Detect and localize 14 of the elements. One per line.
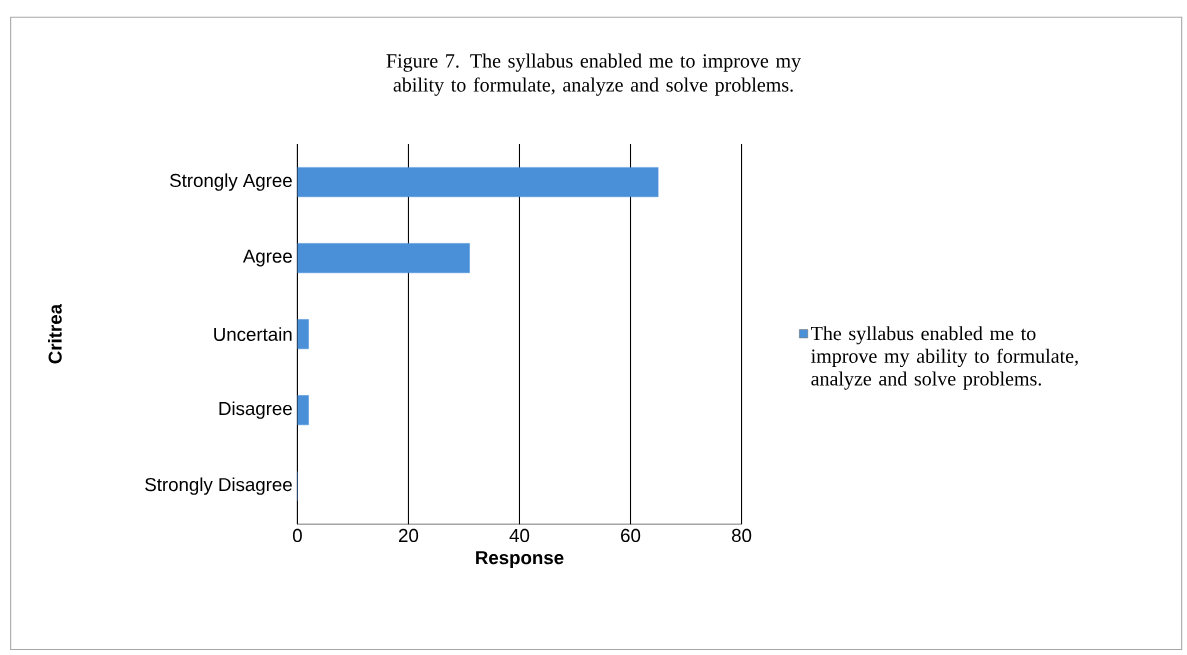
x-tick-label: 40 [509, 528, 530, 543]
chart-title: Figure 7. The syllabus enabled me to improve my ability to formulate, analyze and solve problems. [386, 53, 801, 96]
y-tick-label: Agree [242, 249, 292, 267]
y-tick-label: Strongly Agree [170, 173, 292, 191]
y-tick-label: Disagree [219, 401, 292, 419]
legend-label: The syllabus enabled me to improve my ability to formulate, analyze and solve problems. [811, 326, 1078, 390]
y-tick-label: Strongly Disagree [145, 477, 292, 495]
y-tick-label: Uncertain [214, 327, 292, 342]
x-axis-title: Response [476, 551, 564, 569]
x-tick-label: 80 [731, 528, 752, 543]
x-tick-label: 0 [292, 528, 302, 543]
y-axis-title: Critrea [48, 303, 62, 364]
x-tick-label: 20 [399, 528, 419, 543]
x-tick-label: 60 [621, 528, 641, 543]
